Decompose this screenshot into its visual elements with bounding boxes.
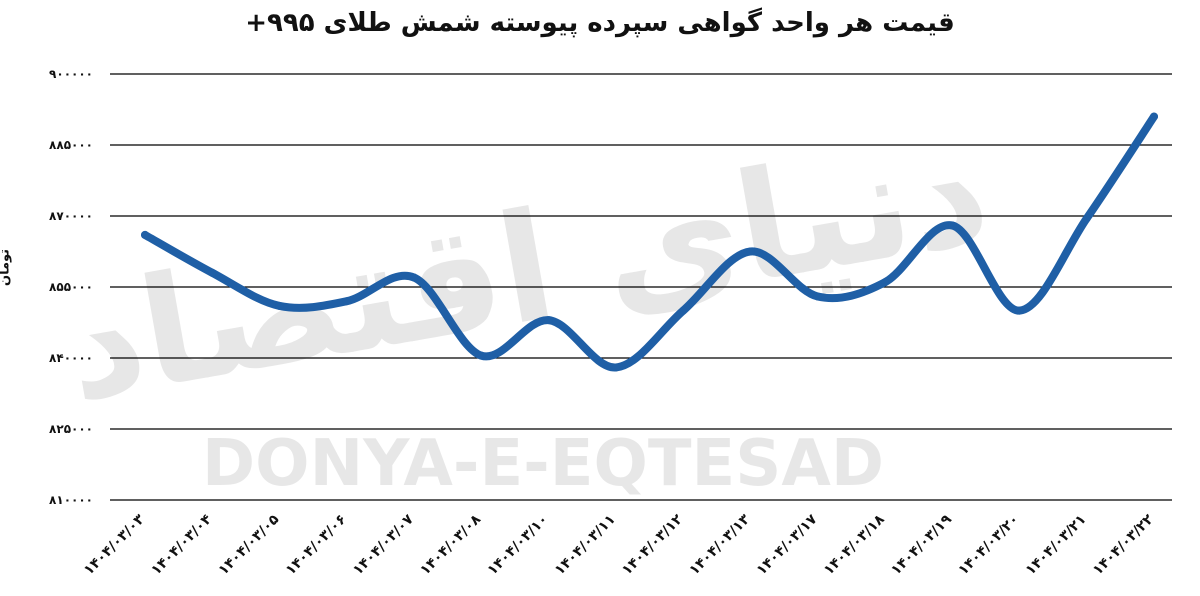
data-point: [611, 363, 620, 372]
data-point: [208, 268, 217, 277]
data-point: [1082, 214, 1091, 223]
series-line: [141, 112, 1158, 372]
x-tick-label: ۱۴۰۴/۰۳/۱۷: [754, 511, 821, 578]
x-tick-label: ۱۴۰۴/۰۳/۰۵: [215, 511, 282, 578]
x-tick-label: ۱۴۰۴/۰۳/۱۱: [552, 512, 619, 579]
data-point: [813, 292, 822, 301]
x-tick-label: ۱۴۰۴/۰۳/۲۰: [955, 512, 1022, 579]
data-point: [410, 273, 419, 282]
x-tick-label: ۱۴۰۴/۰۳/۰۴: [148, 511, 215, 578]
x-tick-label: ۱۴۰۴/۰۳/۰۳: [81, 511, 148, 578]
x-tick-label: ۱۴۰۴/۰۳/۰۶: [283, 512, 350, 579]
x-tick-label: ۱۴۰۴/۰۳/۰۷: [350, 511, 417, 578]
data-point: [948, 221, 957, 230]
y-tick-label: ۸۵۵۰۰۰: [49, 280, 93, 294]
x-tick-label: ۱۴۰۴/۰۳/۱۳: [686, 511, 753, 578]
y-tick-label: ۹۰۰۰۰۰: [49, 67, 93, 81]
x-tick-label: ۱۴۰۴/۰۳/۱۸: [821, 511, 888, 578]
data-point: [679, 306, 688, 315]
y-tick-label: ۸۲۵۰۰۰: [49, 422, 93, 436]
x-tick-label: ۱۴۰۴/۰۳/۰۸: [417, 511, 484, 578]
data-point: [880, 278, 889, 287]
x-axis-ticks: ۱۴۰۴/۰۳/۰۳ ۱۴۰۴/۰۳/۰۴ ۱۴۰۴/۰۳/۰۵ ۱۴۰۴/۰۳/۰۶…: [81, 511, 1157, 578]
y-tick-label: ۸۴۰۰۰۰: [49, 351, 93, 365]
watermark: دنیای اقتصاد DONYA-E-EQTESAD: [52, 103, 1001, 501]
y-tick-label: ۸۸۵۰۰۰: [49, 138, 93, 152]
series-lines: [141, 112, 1158, 372]
x-tick-label: ۱۴۰۴/۰۳/۱۹: [888, 511, 955, 578]
x-tick-label: ۱۴۰۴/۰۳/۱۰: [485, 512, 552, 579]
data-point: [544, 316, 553, 325]
y-axis-ticks: ۸۱۰۰۰۰ ۸۲۵۰۰۰ ۸۴۰۰۰۰ ۸۵۵۰۰۰ ۸۷۰۰۰۰ ۸۸۵۰۰۰ ۹۰۰۰…: [49, 67, 93, 507]
watermark-text-en: DONYA-E-EQTESAD: [202, 427, 884, 501]
data-point: [275, 301, 284, 310]
y-tick-label: ۸۷۰۰۰۰: [49, 209, 93, 223]
x-tick-label: ۱۴۰۴/۰۳/۱۲: [619, 511, 686, 578]
data-point: [1015, 306, 1024, 315]
data-point: [342, 297, 351, 306]
watermark-text-fa: دنیای اقتصاد: [52, 103, 1001, 436]
x-tick-label: ۱۴۰۴/۰۳/۲۱: [1023, 512, 1090, 579]
data-point: [141, 230, 149, 239]
data-point: [477, 351, 486, 360]
data-point: [746, 247, 755, 256]
data-point: [1150, 112, 1158, 121]
x-tick-label: ۱۴۰۴/۰۳/۲۲: [1090, 511, 1157, 578]
y-tick-label: ۸۱۰۰۰۰: [49, 493, 93, 507]
chart-title: قیمت هر واحد گواهی سپرده پیوسته شمش طلای…: [245, 8, 955, 38]
